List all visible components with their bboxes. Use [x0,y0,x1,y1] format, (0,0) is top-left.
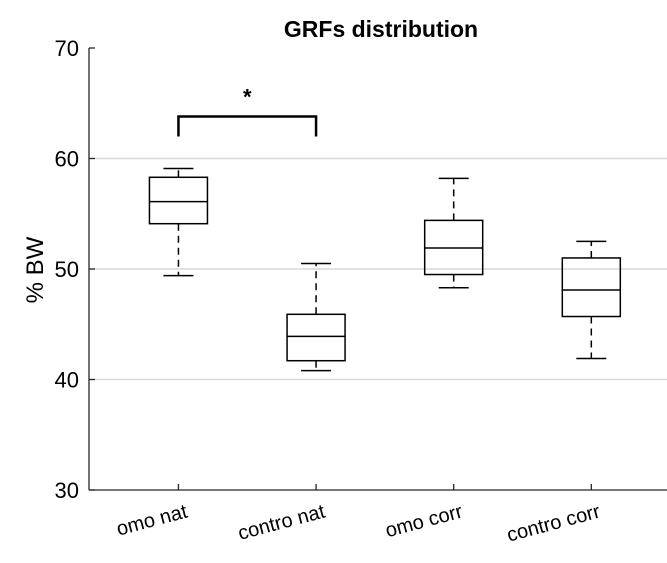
significance-annotations: * [177,85,318,137]
y-tick-label: 50 [55,257,79,282]
x-tick-label: omo corr [383,500,465,542]
box-omo-corr [423,177,484,289]
chart-title: GRFs distribution [284,16,478,42]
grid-lines [89,157,667,381]
box-contro-nat [286,262,346,372]
iqr-box [286,313,346,362]
box-omo-nat [148,167,209,277]
x-tick-label: omo nat [114,500,190,540]
y-tick-label: 30 [55,478,79,503]
iqr-box [561,257,622,318]
box-contro-corr [561,240,622,360]
y-tick-label: 40 [55,368,79,393]
box-series [148,167,622,372]
y-axis-label: % BW [22,236,49,303]
y-tick-label: 70 [55,36,79,61]
x-tick-label: contro corr [505,500,603,546]
significance-star: * [243,85,252,110]
iqr-box [148,176,209,225]
x-tick-label: contro nat [236,500,328,544]
significance-bracket [177,115,318,137]
axes: 30 40 50 60 70 omo nat contro nat omo corr contr… [55,36,667,547]
y-tick-label: 60 [55,147,79,172]
